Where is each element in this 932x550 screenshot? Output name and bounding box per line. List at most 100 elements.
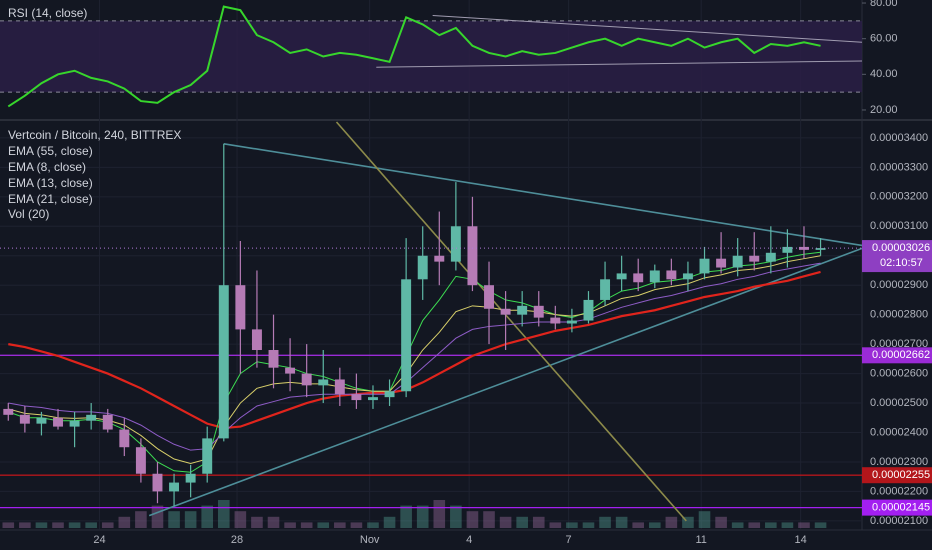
- volume-bar: [68, 522, 81, 528]
- volume-bar: [151, 505, 164, 528]
- volume-bar: [698, 511, 711, 528]
- candle-body: [699, 258, 710, 274]
- volume-bar: [798, 522, 810, 528]
- volume-bar: [765, 522, 777, 528]
- volume-bar: [715, 516, 727, 528]
- candle-body: [102, 414, 113, 430]
- candle-body: [3, 408, 14, 415]
- volume-bar: [168, 511, 180, 528]
- volume-bar: [367, 522, 379, 528]
- candle-body: [434, 255, 445, 262]
- candle-body: [550, 317, 561, 324]
- y-tick-label: 0.00002400: [870, 426, 928, 438]
- x-tick-label: 24: [93, 534, 105, 546]
- volume-bar: [251, 516, 263, 528]
- volume-bar: [499, 516, 512, 528]
- volume-bar: [317, 522, 330, 528]
- candle-body: [368, 397, 378, 401]
- candle-body: [318, 379, 329, 386]
- rsi-tick-label: 20.00: [870, 104, 898, 116]
- volume-bar: [350, 522, 363, 528]
- candle-body: [600, 279, 611, 300]
- candle-body: [616, 273, 627, 280]
- y-tick-label: 0.00002900: [870, 279, 928, 291]
- y-tick-label: 0.00002500: [870, 397, 928, 409]
- volume-bar: [383, 516, 396, 528]
- x-tick-label: 14: [795, 534, 807, 546]
- candle-body: [401, 279, 412, 392]
- candle-body: [417, 255, 428, 280]
- candle-body: [53, 417, 63, 427]
- ema-line: [8, 262, 821, 451]
- legend-entry: EMA (8, close): [8, 160, 86, 174]
- candle-body: [500, 308, 511, 315]
- volume-bar: [466, 511, 479, 528]
- volume-bar: [748, 522, 761, 528]
- trendline: [335, 121, 687, 522]
- candle-body: [384, 391, 395, 398]
- candle-body: [218, 285, 229, 439]
- candle-body: [732, 255, 743, 268]
- candle-body: [251, 329, 262, 351]
- volume-bar: [615, 516, 628, 528]
- rsi-tick-label: 40.00: [870, 68, 898, 80]
- level-label: 0.00002255: [872, 469, 930, 481]
- candle-body: [450, 226, 461, 262]
- y-tick-label: 0.00002800: [870, 309, 928, 321]
- volume-bar: [101, 522, 114, 528]
- candle-body: [19, 414, 30, 424]
- volume-bar: [284, 522, 296, 528]
- candle-body: [235, 285, 246, 330]
- candle-body: [36, 417, 47, 424]
- trendline: [223, 143, 863, 247]
- candle-body: [682, 273, 693, 280]
- y-tick-label: 0.00003200: [870, 191, 928, 203]
- volume-bar: [532, 516, 545, 528]
- volume-bar: [267, 516, 280, 528]
- volume-bar: [35, 522, 48, 528]
- level-label-box: [862, 347, 932, 364]
- candle-body: [268, 350, 279, 368]
- volume-bar: [731, 522, 744, 528]
- y-tick-label: 0.00003300: [870, 161, 928, 173]
- volume-bar: [118, 516, 131, 528]
- candle-body: [799, 246, 809, 250]
- volume-bar: [334, 522, 346, 528]
- y-tick-label: 0.00002200: [870, 485, 928, 497]
- candle-body: [782, 246, 793, 253]
- candle-body: [119, 429, 130, 448]
- volume-bar: [300, 522, 313, 528]
- volume-bar: [416, 505, 429, 528]
- y-tick-label: 0.00002300: [870, 456, 928, 468]
- rsi-legend: RSI (14, close): [8, 6, 87, 20]
- trendline: [148, 247, 863, 517]
- x-tick-label: 11: [695, 534, 706, 546]
- candle-body: [169, 482, 180, 492]
- volume-bar: [184, 511, 197, 528]
- candle-body: [749, 255, 760, 262]
- y-tick-label: 0.00003400: [870, 132, 928, 144]
- rsi-tick-label: 60.00: [870, 33, 898, 45]
- rsi-trendline: [376, 60, 863, 68]
- y-tick-label: 0.00002700: [870, 338, 928, 350]
- level-label-box: [862, 467, 932, 484]
- volume-bar: [234, 511, 247, 528]
- rsi-trendline: [432, 15, 863, 43]
- countdown: 02:10:57: [880, 257, 923, 269]
- candle-body: [765, 252, 776, 262]
- candle-body: [716, 258, 727, 268]
- candle-body: [566, 320, 577, 324]
- volume-bar: [648, 522, 661, 528]
- y-tick-label: 0.00002100: [870, 515, 928, 527]
- candle-body: [285, 367, 296, 374]
- candle-body: [69, 420, 80, 427]
- candle-body: [185, 473, 196, 483]
- volume-bar: [566, 522, 578, 528]
- rsi-tick-label: 80.00: [870, 0, 898, 9]
- candle-body: [583, 299, 594, 321]
- candle-body: [301, 373, 312, 386]
- ema-line: [8, 270, 821, 430]
- volume-bar: [135, 511, 147, 528]
